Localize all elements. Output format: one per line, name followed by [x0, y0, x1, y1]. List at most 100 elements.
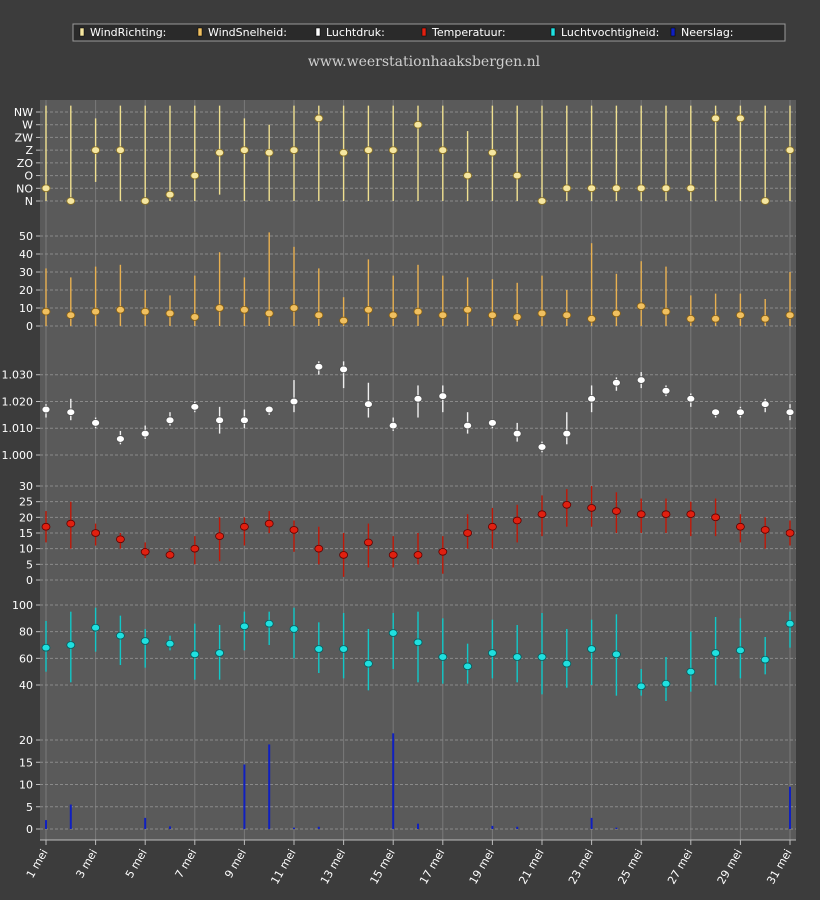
- legend-label: WindSnelheid:: [208, 26, 287, 39]
- precipitation-bar: [243, 764, 246, 829]
- y-tick-label: 0: [26, 823, 33, 836]
- wind-speed-point: [140, 307, 150, 316]
- precipitation-bar: [491, 825, 494, 829]
- precipitation-bar: [516, 826, 519, 829]
- wind-direction-point: [165, 190, 175, 199]
- legend-label: Luchtdruk:: [326, 26, 385, 39]
- pressure-point: [165, 416, 175, 425]
- wind-speed-point: [636, 302, 646, 311]
- wind-direction-point: [289, 146, 299, 154]
- temperature-point: [66, 519, 76, 528]
- pressure-point: [587, 395, 596, 403]
- wind-speed-point: [239, 305, 249, 314]
- y-tick-label: 15: [19, 527, 33, 540]
- pressure-point: [314, 362, 324, 371]
- grid-lines: [40, 100, 796, 840]
- wind-speed-point: [785, 311, 795, 320]
- wind-direction-point: [363, 146, 373, 154]
- pressure-point: [487, 419, 497, 427]
- legend-swatch: [550, 27, 556, 37]
- legend-label: Neerslag:: [681, 26, 734, 39]
- wind-speed-point: [587, 314, 596, 323]
- humidity-point: [587, 645, 596, 653]
- pressure-point: [215, 416, 225, 425]
- y-tick-label: 1.010: [2, 422, 34, 435]
- wind-direction-point: [413, 120, 423, 129]
- humidity-point: [116, 631, 125, 640]
- y-tick-label: 1.020: [2, 395, 34, 408]
- humidity-point: [91, 623, 100, 632]
- temperature-point: [314, 544, 324, 553]
- wind-speed-point: [711, 314, 720, 323]
- pressure-point: [264, 405, 274, 414]
- precipitation-bar: [293, 827, 295, 829]
- wind-speed-point: [165, 309, 175, 318]
- wind-direction-point: [314, 114, 324, 123]
- humidity-point: [686, 667, 696, 676]
- wind-direction-point: [736, 114, 745, 123]
- y-tick-label: Z: [25, 144, 33, 157]
- site-title: www.weerstationhaaksbergen.nl: [308, 54, 541, 70]
- temperature-point: [736, 522, 745, 531]
- y-tick-label: 100: [12, 599, 33, 612]
- wind-direction-point: [612, 184, 621, 193]
- legend-swatch: [421, 27, 427, 37]
- precipitation-bar: [45, 820, 47, 829]
- wind-direction-point: [785, 146, 795, 154]
- wind-speed-point: [215, 304, 225, 312]
- temperature-point: [289, 526, 299, 534]
- temperature-point: [413, 551, 423, 559]
- wind-direction-point: [264, 148, 274, 157]
- y-tick-label: 10: [19, 302, 33, 315]
- pressure-point: [91, 419, 100, 427]
- wind-direction-point: [760, 197, 770, 205]
- pressure-point: [140, 429, 150, 438]
- temperature-point: [41, 522, 51, 531]
- wind-speed-point: [612, 309, 621, 318]
- humidity-point: [711, 649, 720, 657]
- temperature-point: [711, 513, 720, 522]
- pressure-point: [661, 386, 671, 395]
- y-tick-label: ZO: [17, 157, 34, 170]
- y-tick-label: 1.030: [2, 369, 34, 382]
- y-tick-label: 10: [19, 779, 33, 792]
- pressure-point: [339, 365, 349, 374]
- humidity-point: [487, 649, 497, 657]
- y-tick-label: 40: [19, 248, 33, 261]
- humidity-point: [66, 641, 76, 649]
- precipitation-bar: [417, 823, 419, 829]
- pressure-point: [413, 395, 423, 403]
- wind-speed-point: [487, 311, 497, 320]
- legend-swatch: [670, 27, 676, 37]
- pressure-point: [612, 378, 621, 387]
- wind-direction-point: [587, 184, 596, 193]
- y-tick-label: 30: [19, 480, 33, 493]
- y-tick-label: 25: [19, 496, 33, 509]
- y-tick-label: W: [22, 119, 33, 132]
- wind-speed-point: [66, 311, 76, 320]
- temperature-point: [636, 510, 646, 519]
- pressure-point: [66, 408, 76, 416]
- y-tick-label: 30: [19, 266, 33, 279]
- y-tick-label: 50: [19, 230, 33, 243]
- pressure-point: [463, 421, 473, 430]
- wind-direction-point: [190, 171, 200, 180]
- temperature-point: [587, 504, 596, 512]
- humidity-point: [140, 637, 150, 645]
- pressure-point: [636, 376, 646, 384]
- precipitation-bar: [268, 744, 271, 829]
- legend-swatch: [197, 27, 203, 37]
- wind-direction-point: [562, 184, 572, 193]
- temperature-point: [116, 535, 125, 544]
- wind-speed-point: [91, 307, 100, 316]
- pressure-point: [41, 405, 51, 414]
- humidity-point: [165, 639, 175, 648]
- legend-label: Temperatuur:: [431, 26, 506, 39]
- temperature-point: [661, 510, 671, 519]
- wind-speed-point: [314, 311, 324, 320]
- humidity-point: [438, 653, 448, 661]
- wind-speed-point: [736, 311, 745, 320]
- wind-direction-point: [339, 148, 349, 157]
- legend-swatch: [79, 27, 85, 37]
